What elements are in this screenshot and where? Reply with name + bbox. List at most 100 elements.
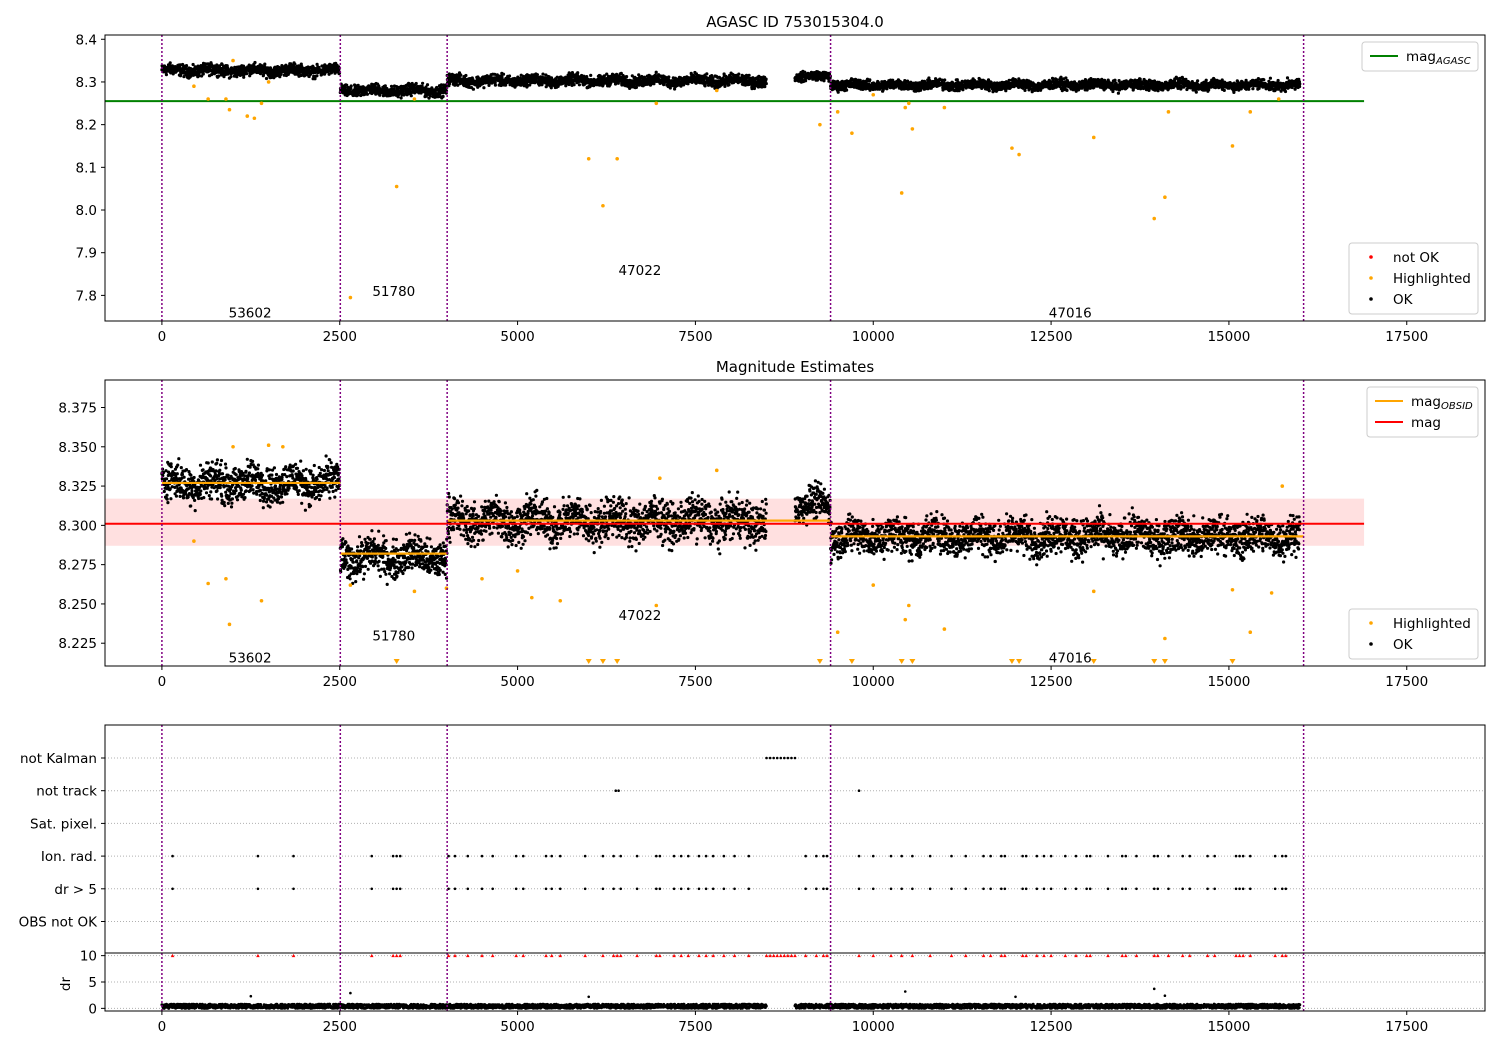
highlighted-point <box>480 576 484 581</box>
x-tick-label: 15000 <box>1207 329 1250 345</box>
flag-event-point <box>783 756 786 760</box>
highlighted-point <box>654 603 659 608</box>
obsid-label: 53602 <box>229 650 272 666</box>
legend-label: mag <box>1411 415 1441 431</box>
panel-2-frame <box>104 379 1486 667</box>
flag-event-point <box>1241 854 1245 858</box>
highlighted-point <box>1152 216 1157 221</box>
figure-title: AGASC ID 753015304.0 <box>706 13 884 31</box>
highlighted-point <box>245 114 250 118</box>
legend-label: OK <box>1393 292 1414 308</box>
highlighted-point <box>224 97 228 101</box>
obsid-label: 51780 <box>372 284 415 300</box>
flag-event-point <box>370 854 374 858</box>
flag-event-point <box>654 887 658 891</box>
flag-event-point <box>857 789 861 792</box>
y-tick-label: 10 <box>80 949 97 965</box>
panel-2-title: Magnitude Estimates <box>716 358 874 376</box>
flag-event-point <box>395 854 398 858</box>
x-tick-label: 5000 <box>500 329 534 345</box>
clipped-highlight-marker <box>898 659 905 664</box>
dr-clipped-marker <box>1074 953 1078 958</box>
dr-clipped-marker <box>1063 953 1068 958</box>
highlighted-point <box>601 203 605 208</box>
flag-event-point <box>999 887 1003 891</box>
highlighted-point <box>714 88 719 93</box>
flag-event-point <box>558 854 562 858</box>
dr-outlier-point <box>903 990 907 993</box>
flag-event-point <box>398 887 402 891</box>
dr-clipped-marker <box>514 953 518 958</box>
dr-clipped-marker <box>686 953 691 958</box>
dr-clipped-marker <box>549 953 554 958</box>
clipped-highlight-marker <box>1008 659 1015 664</box>
highlighted-point <box>412 97 417 101</box>
dr-clipped-marker <box>1003 953 1007 958</box>
flag-event-point <box>1206 854 1209 858</box>
dr-clipped-marker <box>764 953 769 958</box>
flag-event-point <box>1085 887 1088 891</box>
flag-event-point <box>871 854 875 858</box>
flag-event-point <box>391 854 395 858</box>
flag-event-point <box>711 854 715 858</box>
x-tick-label: 0 <box>158 1019 167 1035</box>
flag-event-point <box>950 887 953 891</box>
x-tick-label: 2500 <box>323 674 357 690</box>
flag-event-point <box>1167 854 1170 858</box>
flag-event-point <box>1035 854 1039 858</box>
flag-event-point <box>1120 854 1124 858</box>
dr-clipped-marker <box>746 953 751 958</box>
flag-event-point <box>1181 887 1184 891</box>
x-tick-label: 0 <box>158 674 167 690</box>
dr-clipped-marker <box>803 953 808 958</box>
obsid-label: 47022 <box>618 608 661 624</box>
dr-clipped-marker <box>871 953 876 958</box>
legend-bottom-right: Highlighted OK <box>1348 608 1479 660</box>
dr-clipped-marker <box>1020 953 1025 958</box>
dr-clipped-marker <box>963 953 968 958</box>
flag-event-point <box>1088 887 1092 891</box>
dr-clipped-marker <box>1155 953 1160 958</box>
dr-clipped-marker <box>611 953 616 958</box>
flag-event-point <box>1284 887 1288 891</box>
flag-category-label: dr > 5 <box>54 882 97 898</box>
flag-event-point <box>911 854 914 858</box>
dr-clipped-marker <box>821 953 826 958</box>
flag-event-point <box>704 854 708 858</box>
legend-dot-swatch <box>1369 621 1373 625</box>
highlighted-point <box>1248 630 1253 635</box>
dr-clipped-marker <box>988 953 993 958</box>
flag-event-point <box>544 887 548 891</box>
clipped-highlight-marker <box>585 659 592 664</box>
flag-event-point <box>583 887 587 891</box>
obsid-label: 47022 <box>618 263 661 279</box>
flag-event-point <box>775 756 779 760</box>
x-tick-label: 10000 <box>852 329 895 345</box>
panel-flags: not Kalman not track Sat. pixel. Ion. rad. d… <box>19 724 1486 954</box>
x-tick-label: 10000 <box>852 1019 895 1035</box>
dr-clipped-marker <box>782 953 787 958</box>
flag-event-point <box>466 887 470 891</box>
flag-event-point <box>686 854 690 858</box>
flag-event-point <box>950 854 953 858</box>
flag-event-point <box>1156 854 1160 858</box>
dr-clipped-marker <box>453 953 457 958</box>
flag-event-point <box>815 854 818 858</box>
dr-clipped-marker <box>775 953 780 958</box>
flag-event-point <box>1280 887 1284 891</box>
flag-event-point <box>889 887 893 891</box>
flag-event-point <box>822 854 825 858</box>
flag-event-point <box>395 887 398 891</box>
flag-event-point <box>1156 887 1160 891</box>
flag-event-point <box>804 854 807 858</box>
dr-clipped-marker <box>857 953 861 958</box>
legend-box <box>1348 608 1479 660</box>
dr-axis-label: dr <box>58 976 74 991</box>
y-tick-label: 8.375 <box>58 401 97 417</box>
flag-event-point <box>679 887 683 891</box>
flag-event-point <box>999 854 1003 858</box>
y-tick-label: 8.250 <box>58 597 97 613</box>
legend-bottom-right: not OK Highlighted OK <box>1348 242 1479 315</box>
dr-clipped-marker <box>768 953 772 958</box>
flag-event-point <box>722 887 726 891</box>
